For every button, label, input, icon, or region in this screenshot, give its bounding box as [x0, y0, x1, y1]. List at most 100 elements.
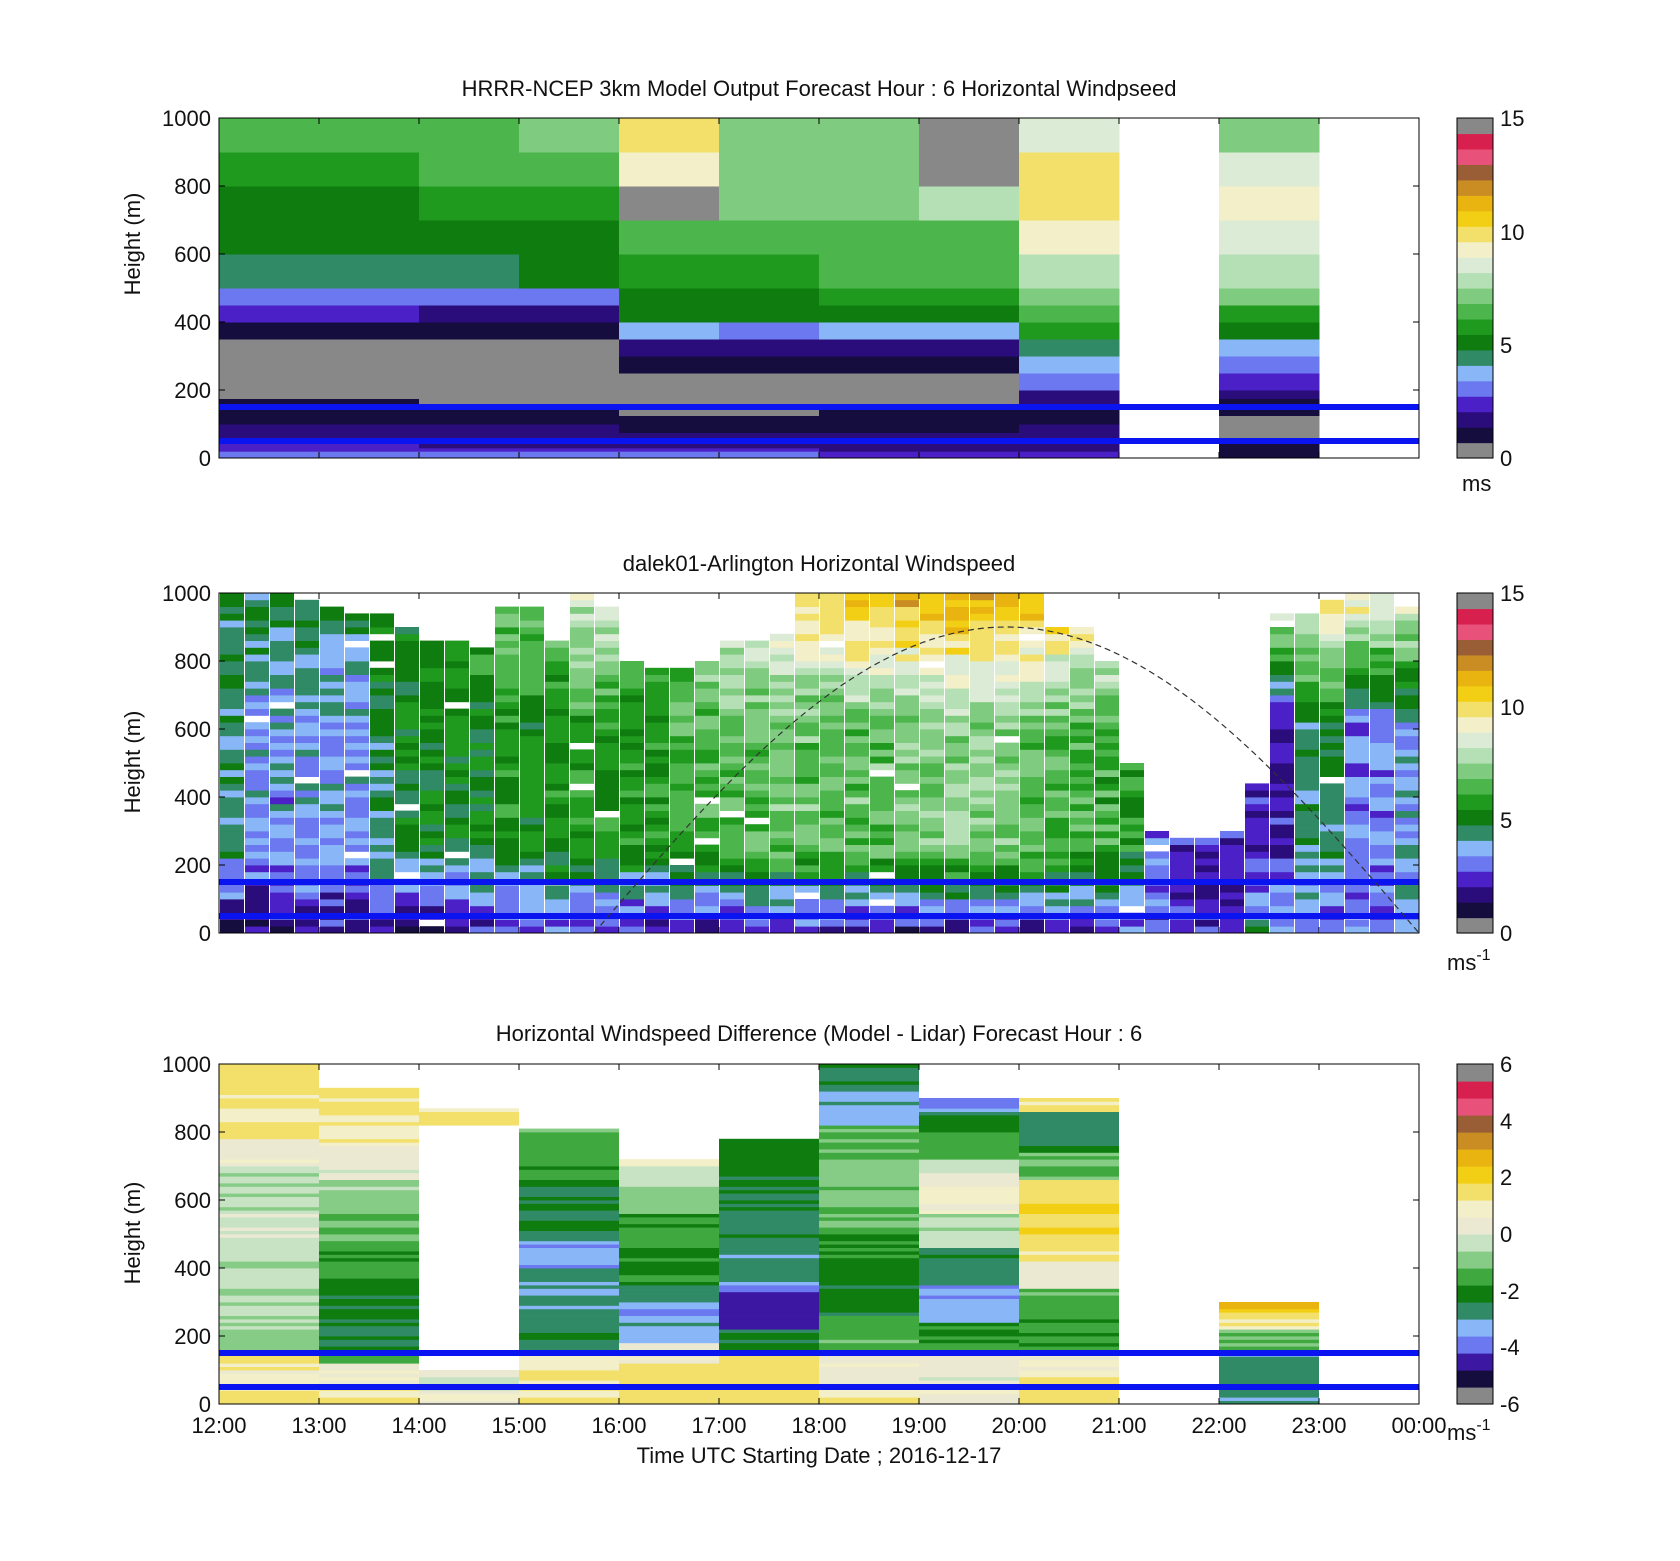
lidar-cell	[345, 905, 369, 913]
difference-cell	[219, 1094, 319, 1099]
lidar-cell	[220, 681, 244, 689]
lidar-cell	[920, 817, 944, 825]
lidar-cell	[1195, 919, 1219, 927]
difference-cell	[1019, 1366, 1119, 1371]
lidar-cell	[1095, 905, 1119, 913]
lidar-cell	[495, 790, 519, 798]
lidar-cell	[970, 885, 994, 893]
lidar-cell	[695, 905, 719, 913]
lidar-cell	[1370, 640, 1394, 648]
lidar-cell	[1395, 851, 1419, 859]
difference-cell	[619, 1189, 719, 1194]
lidar-cell	[495, 905, 519, 913]
lidar-cell	[1345, 769, 1369, 777]
lidar-cell	[720, 654, 744, 662]
lidar-cell	[970, 715, 994, 723]
difference-cell	[919, 1325, 1019, 1330]
difference-cell	[1019, 1230, 1119, 1235]
lidar-cell	[695, 831, 719, 839]
difference-cell	[819, 1104, 919, 1109]
lidar-cell	[1095, 892, 1119, 900]
difference-cell	[319, 1247, 419, 1252]
colorbar-swatch	[1457, 1370, 1493, 1388]
lidar-cell	[595, 905, 619, 913]
difference-cell	[1019, 1128, 1119, 1133]
lidar-cell	[870, 681, 894, 689]
difference-cell	[519, 1166, 619, 1170]
lidar-cell	[870, 722, 894, 730]
lidar-cell	[320, 837, 344, 845]
difference-cell	[619, 1363, 719, 1367]
lidar-cell	[595, 763, 619, 771]
difference-cell	[219, 1128, 319, 1133]
difference-cell	[319, 1115, 419, 1119]
lidar-cell	[295, 654, 319, 662]
lidar-cell	[445, 871, 469, 879]
lidar-cell	[1070, 674, 1094, 682]
lidar-cell	[745, 722, 769, 730]
lidar-cell	[645, 817, 669, 825]
lidar-cell	[845, 851, 869, 859]
lidar-cell	[270, 817, 294, 825]
lidar-cell	[520, 797, 544, 805]
colorbar-swatch	[1457, 917, 1493, 934]
lidar-cell	[795, 606, 819, 614]
difference-cell	[519, 1376, 619, 1381]
lidar-cell	[645, 851, 669, 859]
lidar-cell	[920, 606, 944, 614]
difference-cell	[319, 1308, 419, 1313]
lidar-cell	[1170, 885, 1194, 893]
colorbar-swatch	[1457, 1064, 1493, 1082]
difference-cell	[1019, 1261, 1119, 1265]
lidar-cell	[445, 905, 469, 913]
lidar-cell	[1020, 654, 1044, 662]
lidar-cell	[245, 756, 269, 764]
lidar-cell	[1070, 749, 1094, 757]
model-cell	[1019, 407, 1120, 416]
lidar-cell	[870, 749, 894, 757]
lidar-cell	[645, 776, 669, 784]
lidar-cell	[1270, 654, 1294, 662]
lidar-cell	[445, 831, 469, 839]
lidar-cell	[945, 763, 969, 771]
lidar-cell	[420, 926, 444, 934]
panel-1-colorbar-unit-label: ms	[1462, 471, 1491, 496]
lidar-cell	[1120, 871, 1144, 879]
lidar-cell	[795, 654, 819, 662]
difference-cell	[319, 1291, 419, 1296]
lidar-cell	[1270, 681, 1294, 689]
lidar-cell	[320, 708, 344, 716]
lidar-cell	[970, 742, 994, 750]
panel-3-colorbar-tick-m2: -2	[1500, 1279, 1520, 1304]
lidar-cell	[1370, 749, 1394, 757]
lidar-cell	[745, 776, 769, 784]
difference-cell	[519, 1206, 619, 1211]
lidar-cell	[370, 919, 394, 927]
lidar-cell	[545, 871, 569, 879]
lidar-cell	[420, 701, 444, 709]
lidar-cell	[920, 701, 944, 709]
lidar-cell	[395, 627, 419, 635]
difference-cell	[919, 1251, 1019, 1255]
lidar-cell	[820, 722, 844, 730]
lidar-cell	[1370, 674, 1394, 682]
lidar-cell	[1295, 885, 1319, 893]
difference-cell	[519, 1393, 619, 1398]
lidar-cell	[670, 776, 694, 784]
lidar-cell	[745, 749, 769, 757]
lidar-cell	[520, 640, 544, 648]
model-cell	[519, 356, 620, 374]
lidar-cell	[820, 803, 844, 811]
difference-cell	[519, 1298, 619, 1303]
lidar-cell	[595, 640, 619, 648]
difference-cell	[219, 1240, 319, 1245]
difference-cell	[719, 1206, 819, 1211]
lidar-cell	[745, 851, 769, 859]
lidar-cell	[595, 667, 619, 675]
lidar-cell	[895, 763, 919, 771]
lidar-cell	[470, 858, 494, 866]
lidar-cell	[670, 885, 694, 893]
lidar-cell	[370, 926, 394, 934]
lidar-cell	[795, 735, 819, 743]
lidar-cell	[470, 899, 494, 907]
